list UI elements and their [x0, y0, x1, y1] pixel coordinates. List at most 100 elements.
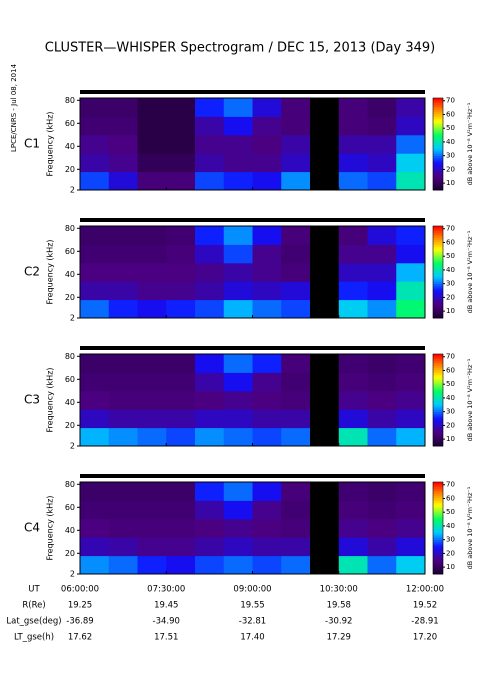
ephemeris-value: -28.91	[411, 617, 438, 627]
colorbar-step	[433, 311, 443, 314]
colorbar-tick-label: 20	[446, 549, 455, 557]
spectrogram-cell	[223, 409, 253, 429]
spectrogram-cell	[367, 299, 397, 319]
colorbar-step	[433, 418, 443, 422]
spectrogram-cell	[195, 134, 225, 154]
colorbar-step	[433, 377, 443, 380]
colorbar-step	[433, 569, 443, 573]
spectrogram-cell	[252, 518, 282, 538]
spectrogram-cell	[137, 482, 167, 501]
colorbar-step	[433, 301, 443, 305]
spectrogram-cell	[367, 354, 397, 373]
spectrogram-cell	[252, 390, 282, 410]
colorbar-step	[433, 290, 443, 294]
colorbar-step	[433, 169, 443, 173]
colorbar-step	[433, 134, 443, 138]
colorbar-step	[433, 521, 443, 524]
colorbar-tick-label: 40	[446, 138, 455, 146]
colorbar-step	[433, 420, 443, 424]
y-tick-label: 20	[65, 421, 75, 430]
spectrogram-cell	[223, 555, 253, 575]
colorbar-step	[433, 132, 443, 136]
ephemeris-value: 10:30:00	[320, 585, 358, 595]
ephemeris-value: 17.29	[327, 633, 351, 643]
spectrogram-cell	[281, 226, 311, 245]
data-gap	[310, 226, 340, 245]
spectrogram-cell	[367, 537, 397, 557]
ephemeris-value: -30.92	[325, 617, 352, 627]
spectrogram-cell	[281, 281, 311, 301]
spectrogram-cell	[195, 281, 225, 301]
panel-label: C1	[24, 137, 40, 151]
spectrogram-cell	[80, 134, 110, 154]
spectrogram-cell	[108, 518, 138, 538]
colorbar-step	[433, 246, 443, 250]
data-gap	[310, 354, 340, 373]
mode-bar	[80, 90, 425, 94]
colorbar-step	[433, 178, 443, 182]
spectrogram-cell	[367, 262, 397, 282]
spectrogram-cell	[223, 153, 253, 173]
colorbar-step	[433, 173, 443, 177]
colorbar-tick-label: 60	[446, 110, 455, 118]
spectrogram-cell	[367, 281, 397, 301]
spectrogram-cell	[338, 299, 368, 319]
y-tick-label: 20	[65, 549, 75, 558]
data-gap	[310, 500, 340, 520]
spectrogram-cell	[80, 372, 110, 392]
y-tick-label: 2	[70, 570, 75, 579]
colorbar-step	[433, 107, 443, 110]
colorbar-step	[433, 370, 443, 373]
colorbar-tick-label: 70	[446, 97, 455, 105]
colorbar-tick-label: 20	[446, 421, 455, 429]
colorbar-step	[433, 429, 443, 433]
y-tick-label: 80	[65, 480, 75, 489]
data-gap	[310, 171, 340, 191]
spectrogram-cell	[108, 171, 138, 191]
colorbar-step	[433, 493, 443, 497]
spectrogram-cell	[396, 390, 426, 410]
spectrogram-cell	[338, 244, 368, 264]
colorbar-step	[433, 297, 443, 301]
spectrogram-cell	[367, 226, 397, 245]
colorbar-step	[433, 288, 443, 291]
colorbar-step	[433, 230, 443, 234]
colorbar-frame	[432, 481, 444, 575]
ephemeris-value: -36.89	[66, 617, 93, 627]
spectrogram-cell	[108, 354, 138, 373]
colorbar-step	[433, 425, 443, 429]
spectrogram-cell	[252, 134, 282, 154]
spectrogram-cell	[195, 500, 225, 520]
colorbar-step	[433, 180, 443, 184]
colorbar-step	[433, 484, 443, 488]
spectrogram-cell	[80, 299, 110, 319]
colorbar-step	[433, 137, 443, 140]
data-gap	[310, 153, 340, 173]
spectrogram-cell	[223, 372, 253, 392]
spectrogram-cell	[80, 518, 110, 538]
spectrogram-cell	[252, 427, 282, 447]
spectrogram-cell	[223, 537, 253, 557]
colorbar-step	[433, 125, 443, 129]
y-tick-label: 80	[65, 224, 75, 233]
colorbar-step	[433, 162, 443, 166]
data-gap	[310, 555, 340, 575]
spectrogram-cell	[338, 281, 368, 301]
colorbar-step	[433, 114, 443, 117]
colorbar-step	[433, 411, 443, 415]
spectrogram-cell	[108, 281, 138, 301]
spectrogram-cell	[137, 226, 167, 245]
colorbar-step	[433, 299, 443, 303]
colorbar-step	[433, 226, 443, 229]
colorbar-step	[433, 500, 443, 504]
colorbar-step	[433, 160, 443, 163]
spectrogram-cell	[166, 372, 196, 392]
spectrogram-cell	[137, 390, 167, 410]
spectrogram-cell	[338, 171, 368, 191]
colorbar-step	[433, 507, 443, 511]
colorbar-step	[433, 144, 443, 147]
colorbar-step	[433, 539, 443, 543]
spectrogram-cell	[367, 390, 397, 410]
colorbar-tick-label: 20	[446, 293, 455, 301]
ephemeris-value: 19.58	[327, 601, 351, 611]
